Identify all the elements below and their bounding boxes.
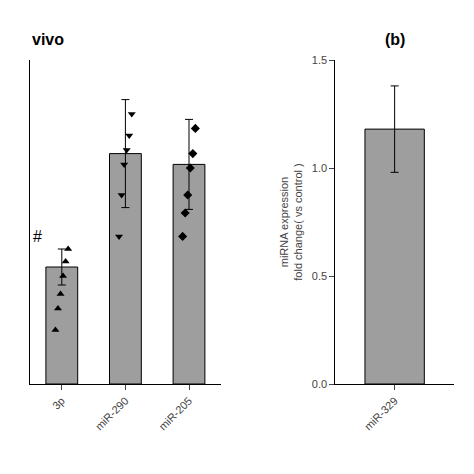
svg-text:vivo: vivo: [32, 31, 64, 48]
svg-text:1.5: 1.5: [312, 54, 327, 66]
svg-text:#: #: [33, 228, 42, 245]
svg-text:miR-290: miR-290: [93, 395, 131, 433]
svg-text:0.0: 0.0: [312, 378, 327, 390]
svg-text:miR-329: miR-329: [362, 395, 400, 433]
svg-text:miR-205: miR-205: [156, 395, 194, 433]
svg-text:0.5: 0.5: [312, 270, 327, 282]
svg-text:miRNA expressionfold change( v: miRNA expressionfold change( vs control …: [278, 163, 304, 280]
svg-text:3p: 3p: [50, 395, 67, 412]
svg-text:1.0: 1.0: [312, 162, 327, 174]
svg-text:(b): (b): [385, 31, 405, 48]
